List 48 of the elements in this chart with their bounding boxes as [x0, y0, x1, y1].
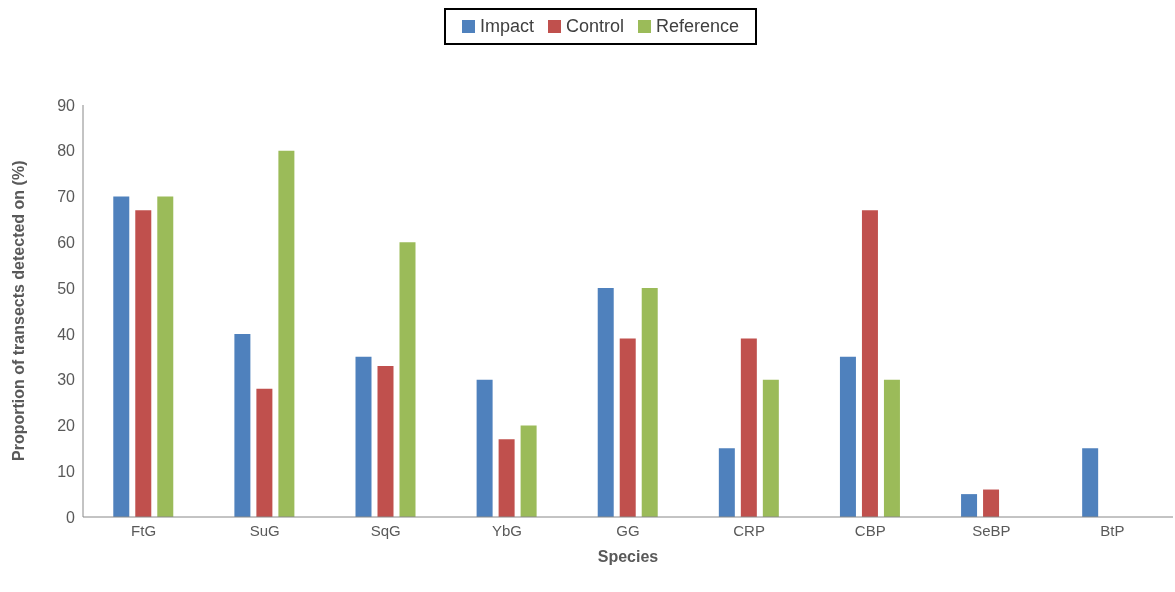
legend-label: Impact — [478, 16, 534, 37]
bar — [839, 356, 856, 517]
x-tick-label: SuG — [249, 521, 280, 539]
bar — [718, 448, 735, 517]
bar — [278, 150, 295, 517]
bar — [983, 489, 1000, 517]
bar — [762, 379, 779, 517]
bar — [113, 196, 130, 517]
x-tick-label: CBP — [854, 521, 886, 539]
bar — [961, 494, 978, 517]
legend-label: Reference — [655, 16, 740, 37]
bar — [861, 210, 878, 517]
y-tick-label: 80 — [57, 142, 76, 160]
y-tick-label: 10 — [57, 462, 76, 480]
bar — [597, 288, 614, 517]
bar — [476, 379, 493, 517]
bar — [256, 388, 273, 517]
bar — [498, 439, 515, 517]
bar — [157, 196, 174, 517]
y-tick-label: 30 — [57, 371, 76, 389]
x-tick-label: YbG — [491, 521, 522, 539]
x-tick-label: GG — [616, 521, 640, 539]
bar — [740, 338, 757, 517]
y-tick-label: 40 — [57, 325, 76, 343]
y-tick-label: 70 — [57, 188, 76, 206]
bar — [1082, 448, 1099, 517]
x-tick-label: BtP — [1100, 521, 1125, 539]
bar — [520, 425, 537, 517]
bar — [883, 379, 900, 517]
bar — [355, 356, 372, 517]
x-tick-label: SqG — [370, 521, 401, 539]
y-tick-label: 90 — [57, 96, 76, 114]
legend-label: Control — [564, 16, 624, 37]
x-tick-label: CRP — [733, 521, 765, 539]
bar — [234, 333, 251, 517]
y-tick-label: 60 — [57, 234, 76, 252]
bar — [135, 210, 152, 517]
y-tick-label: 20 — [57, 417, 76, 435]
x-axis-title: Species — [597, 548, 659, 565]
y-tick-label: 0 — [66, 508, 76, 526]
y-tick-label: 50 — [57, 279, 76, 297]
bar — [377, 365, 394, 517]
bar — [641, 288, 658, 517]
bar — [619, 338, 636, 517]
x-tick-label: SeBP — [972, 521, 1011, 539]
bar — [399, 242, 416, 517]
x-tick-label: FtG — [131, 521, 157, 539]
y-axis-title: Proportion of transects detected on (%) — [9, 160, 27, 461]
